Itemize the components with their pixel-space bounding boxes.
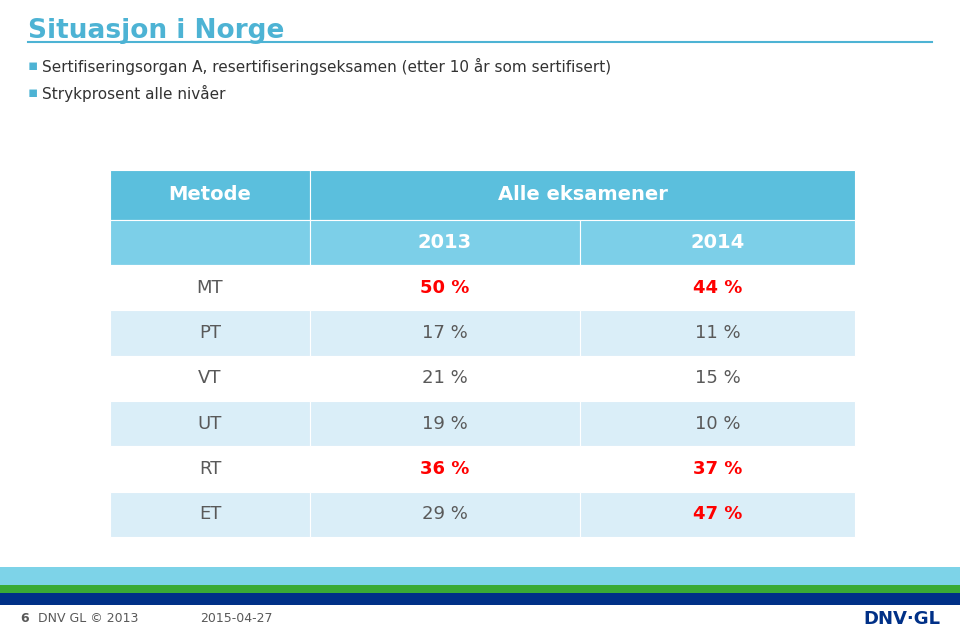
Bar	[580, 447, 855, 492]
Text: ET: ET	[199, 505, 221, 524]
Text: 2013: 2013	[418, 233, 472, 252]
Bar	[310, 265, 580, 310]
Text: PT: PT	[199, 324, 221, 342]
Text: 36 %: 36 %	[420, 460, 469, 478]
Bar	[580, 220, 855, 265]
Text: UT: UT	[198, 415, 222, 433]
Bar	[110, 265, 310, 310]
Text: 11 %: 11 %	[695, 324, 740, 342]
Bar	[0, 585, 960, 593]
Bar	[110, 310, 310, 355]
Bar	[110, 355, 310, 401]
Text: 2015-04-27: 2015-04-27	[200, 613, 273, 626]
Bar	[310, 355, 580, 401]
Bar	[310, 492, 580, 537]
Text: 29 %: 29 %	[422, 505, 468, 524]
Text: 6: 6	[20, 613, 29, 626]
Text: DNV GL © 2013: DNV GL © 2013	[38, 613, 138, 626]
Text: VT: VT	[199, 369, 222, 387]
Bar	[110, 170, 310, 220]
Bar	[310, 220, 580, 265]
Bar	[110, 447, 310, 492]
Text: 19 %: 19 %	[422, 415, 468, 433]
Bar	[580, 265, 855, 310]
Bar	[110, 220, 310, 265]
Bar	[580, 355, 855, 401]
Text: 2014: 2014	[690, 233, 745, 252]
Text: RT: RT	[199, 460, 221, 478]
Text: Alle eksamener: Alle eksamener	[497, 185, 667, 204]
Text: 37 %: 37 %	[693, 460, 742, 478]
Bar	[310, 170, 855, 220]
Text: 15 %: 15 %	[695, 369, 740, 387]
Text: 21 %: 21 %	[422, 369, 468, 387]
Bar	[310, 310, 580, 355]
Bar	[110, 492, 310, 537]
Text: ▪: ▪	[28, 58, 38, 73]
Bar	[110, 401, 310, 447]
Text: ▪: ▪	[28, 85, 38, 100]
Bar	[310, 401, 580, 447]
Text: Sertifiseringsorgan A, resertifiseringseksamen (etter 10 år som sertifisert): Sertifiseringsorgan A, resertifiseringse…	[42, 58, 612, 75]
Text: Strykprosent alle nivåer: Strykprosent alle nivåer	[42, 85, 226, 102]
Bar	[580, 401, 855, 447]
Text: 10 %: 10 %	[695, 415, 740, 433]
Bar	[310, 447, 580, 492]
Text: Situasjon i Norge: Situasjon i Norge	[28, 18, 284, 44]
Text: MT: MT	[197, 278, 224, 297]
Bar	[0, 567, 960, 585]
Bar	[0, 593, 960, 605]
Bar	[580, 492, 855, 537]
Text: 50 %: 50 %	[420, 278, 469, 297]
Bar	[580, 310, 855, 355]
Text: 44 %: 44 %	[693, 278, 742, 297]
Text: 47 %: 47 %	[693, 505, 742, 524]
Text: 17 %: 17 %	[422, 324, 468, 342]
Text: Metode: Metode	[169, 185, 252, 204]
Text: DNV·GL: DNV·GL	[863, 610, 940, 628]
